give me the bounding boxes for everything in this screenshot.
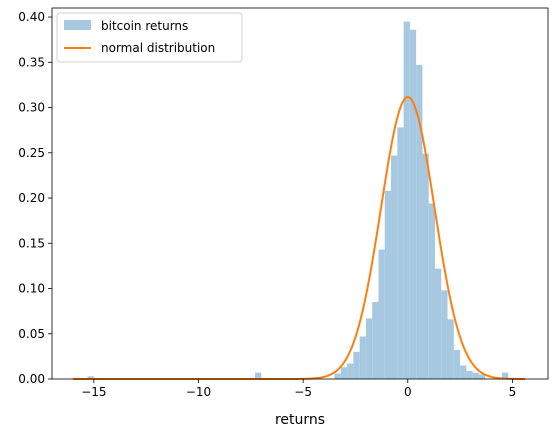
histogram-bar-25	[478, 374, 486, 379]
y-tick-label: 0.35	[18, 55, 45, 69]
histogram-bar-14	[409, 29, 417, 380]
histogram-bar-19	[441, 290, 448, 379]
histogram-bar-6	[359, 336, 366, 379]
y-tick-label: 0.05	[18, 327, 45, 341]
histogram-bar-9	[378, 249, 385, 379]
histogram-bar-2	[334, 373, 341, 379]
x-tick-label: −5	[294, 385, 312, 399]
histogram-bar-23	[466, 370, 473, 379]
histogram-bar-11	[391, 155, 398, 379]
histogram-bar-15	[416, 65, 423, 379]
histogram-bar-5	[353, 351, 360, 379]
x-tick-label: 5	[509, 385, 517, 399]
x-axis-ticks: −15 −10 −5 0 5	[81, 379, 516, 399]
histogram-bars	[87, 21, 509, 380]
x-tick-label: −15	[81, 385, 106, 399]
legend-box	[56, 12, 243, 63]
histogram-bar-12	[397, 127, 404, 379]
y-tick-label: 0.10	[18, 282, 45, 296]
histogram-bar-21	[453, 350, 461, 379]
y-tick-label: 0.30	[18, 101, 45, 115]
histogram-bar-7	[365, 318, 373, 379]
y-tick-label: 0.40	[18, 10, 45, 24]
y-tick-label: 0.15	[18, 236, 45, 250]
histogram-bar-17	[428, 203, 435, 379]
x-tick-label: −10	[186, 385, 211, 399]
y-axis-ticks: 0.00 0.05 0.10 0.15 0.20 0.25 0.30 0.35 0.40	[18, 10, 52, 386]
histogram-bar-24	[472, 372, 479, 379]
histogram-bar-13	[403, 21, 410, 379]
legend-swatch-bitcoin-returns	[64, 20, 91, 30]
histogram-bar-26	[501, 372, 509, 379]
x-axis-title: returns	[275, 412, 325, 428]
legend-label-normal-distribution: normal distribution	[101, 41, 215, 55]
histogram-bar-16	[422, 153, 429, 379]
y-tick-label: 0.25	[18, 146, 45, 160]
histogram-bar-10	[384, 190, 392, 379]
histogram-bar-4	[347, 363, 354, 379]
legend-label-bitcoin-returns: bitcoin returns	[101, 19, 188, 33]
plot-frame	[51, 7, 549, 380]
histogram-bar-22	[460, 365, 467, 379]
y-tick-label: 0.00	[18, 372, 45, 386]
histogram-bar-1	[255, 372, 262, 379]
histogram-bar-0	[87, 376, 94, 379]
y-tick-label: 0.20	[18, 191, 45, 205]
histogram-bar-20	[447, 319, 454, 379]
histogram-bar-8	[372, 302, 379, 379]
x-tick-label: 0	[404, 385, 412, 399]
legend: bitcoin returns normal distribution	[56, 12, 243, 63]
histogram-bar-18	[434, 268, 442, 379]
histogram-bar-3	[340, 367, 348, 379]
